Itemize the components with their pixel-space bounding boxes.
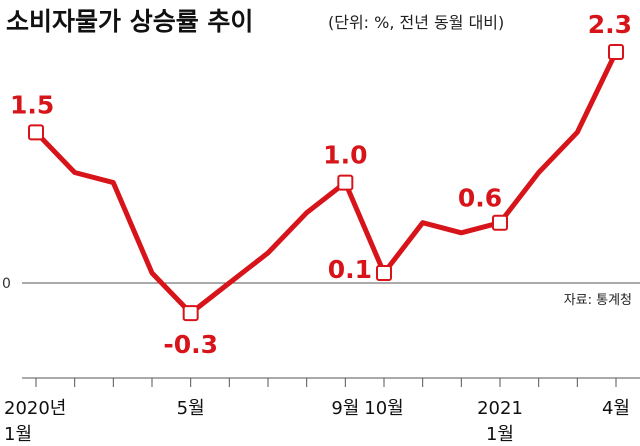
series-line xyxy=(33,49,619,316)
x-tick-label: 4월 xyxy=(602,398,630,419)
chart-title: 소비자물가 상승률 추이 xyxy=(6,7,253,36)
data-label: 1.0 xyxy=(323,141,367,170)
x-tick-label: 9월 xyxy=(331,398,359,419)
data-label-group: 1.5 -0.3 1.0 0.1 0.6 2.3 xyxy=(10,10,632,359)
data-label: -0.3 xyxy=(163,330,218,359)
data-point-marker xyxy=(337,174,354,191)
chart-subtitle: (단위: %, 전년 동월 대비) xyxy=(328,13,504,32)
data-point-marker xyxy=(28,124,44,141)
data-label: 0.1 xyxy=(328,255,372,284)
data-label: 2.3 xyxy=(588,10,632,39)
marker-group xyxy=(28,44,624,322)
x-tick-group: 2020년 1월 5월 9월 10월 2021 1월 4월 xyxy=(4,378,630,445)
data-point-marker xyxy=(376,264,392,281)
y-tick-label: 0 xyxy=(2,276,11,292)
source-note: 자료: 통계청 xyxy=(564,293,632,308)
x-tick-sublabel: 1월 xyxy=(4,424,32,445)
x-tick-label: 2021 xyxy=(477,398,523,419)
axes: 0 xyxy=(2,276,640,379)
data-point-marker xyxy=(608,44,624,60)
x-tick-label: 10월 xyxy=(364,398,403,419)
x-tick-sublabel: 1월 xyxy=(486,424,514,445)
data-point-marker xyxy=(492,214,508,231)
data-point-marker xyxy=(182,305,199,322)
series-line-group xyxy=(33,49,619,316)
data-label: 1.5 xyxy=(10,90,54,119)
x-tick-label: 5월 xyxy=(177,398,205,419)
x-tick-label: 2020년 xyxy=(4,398,66,419)
data-label: 0.6 xyxy=(458,184,502,213)
